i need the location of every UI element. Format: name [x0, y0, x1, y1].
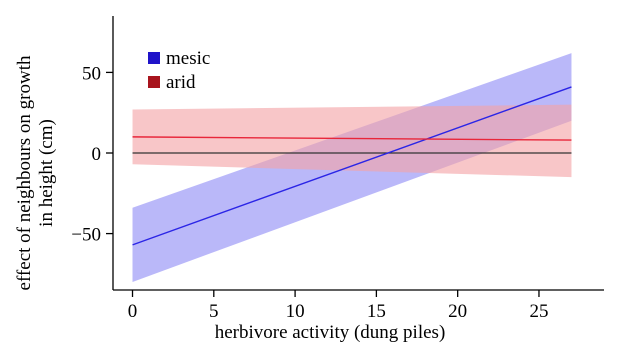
y-axis-title-line-2: in height (cm) [36, 119, 57, 227]
x-tick-label-25: 25 [529, 301, 548, 322]
fit-lines [132, 86, 572, 246]
legend-swatch-arid [148, 76, 160, 88]
x-tick-label-0: 0 [128, 301, 138, 322]
legend-label-arid: arid [166, 72, 196, 93]
x-tick-label-10: 10 [286, 301, 305, 322]
x-tick-label-5: 5 [209, 301, 219, 322]
y-tick-label-50: 50 [82, 63, 101, 84]
y-tick-label--50: −50 [71, 225, 101, 246]
fit-line-mesic [132, 86, 572, 246]
legend: mesic arid [148, 48, 210, 93]
y-tick-label-0: 0 [92, 144, 102, 165]
legend-swatch-mesic [148, 52, 160, 64]
y-axis-title: effect of neighbours on growth in height… [14, 55, 57, 290]
legend-label-mesic: mesic [166, 48, 210, 69]
x-tick-label-20: 20 [448, 301, 467, 322]
confidence-bands [132, 53, 572, 282]
y-axis-title-line-1: effect of neighbours on growth [14, 55, 35, 290]
x-axis-ticks: 0 5 10 15 20 25 [128, 290, 548, 322]
confidence-band-arid [132, 104, 572, 178]
x-axis-title: herbivore activity (dung piles) [215, 322, 446, 343]
fit-line-arid [132, 136, 572, 141]
x-tick-label-15: 15 [367, 301, 386, 322]
y-axis-ticks: −50 0 50 [71, 63, 113, 246]
